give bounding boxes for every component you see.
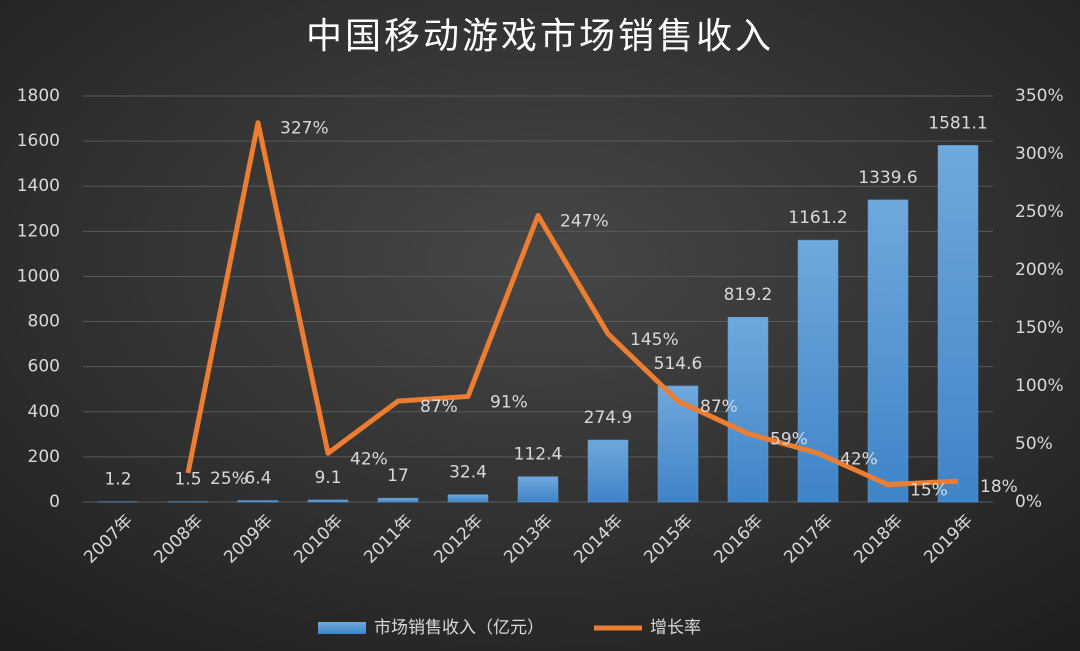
bar-value-label: 1161.2 bbox=[788, 208, 847, 228]
y-tick-label: 1000 bbox=[17, 266, 60, 286]
y-tick-label: 800 bbox=[28, 312, 60, 332]
line-value-label: 42% bbox=[350, 449, 388, 469]
bar bbox=[797, 239, 839, 503]
bar-value-label: 1.2 bbox=[104, 470, 131, 490]
bar bbox=[237, 500, 279, 503]
line-value-label: 91% bbox=[490, 392, 528, 412]
y2-tick-label: 50% bbox=[1015, 434, 1053, 454]
y2-tick-label: 300% bbox=[1015, 144, 1064, 164]
line-value-label: 42% bbox=[840, 449, 878, 469]
line-value-label: 327% bbox=[280, 119, 329, 139]
bar bbox=[517, 476, 559, 503]
bar bbox=[867, 199, 909, 503]
legend-swatch bbox=[318, 622, 366, 634]
bar bbox=[937, 145, 979, 503]
y2-tick-label: 150% bbox=[1015, 318, 1064, 338]
y2-tick-label: 100% bbox=[1015, 376, 1064, 396]
line-value-label: 59% bbox=[770, 430, 808, 450]
line-value-label: 25% bbox=[210, 469, 248, 489]
line-value-label: 87% bbox=[700, 397, 738, 417]
bar-value-label: 17 bbox=[387, 466, 409, 486]
y-tick-label: 200 bbox=[28, 447, 60, 467]
legend-label: 增长率 bbox=[650, 618, 701, 638]
y2-tick-label: 350% bbox=[1015, 86, 1064, 106]
y2-tick-label: 0% bbox=[1015, 492, 1042, 512]
bar bbox=[727, 316, 769, 503]
bar bbox=[377, 497, 419, 503]
y-tick-label: 600 bbox=[28, 357, 60, 377]
y2-tick-label: 200% bbox=[1015, 260, 1064, 280]
y-tick-label: 1200 bbox=[17, 221, 60, 241]
bar-value-label: 112.4 bbox=[514, 445, 563, 465]
y-tick-label: 0 bbox=[49, 492, 60, 512]
line-value-label: 145% bbox=[630, 330, 679, 350]
line bbox=[185, 120, 959, 488]
y-tick-label: 1600 bbox=[17, 131, 60, 151]
legend-label: 市场销售收入（亿元） bbox=[374, 618, 544, 638]
bar-value-label: 819.2 bbox=[724, 285, 773, 305]
line-value-label: 247% bbox=[560, 211, 609, 231]
y-tick-label: 1400 bbox=[17, 176, 60, 196]
line-value-label: 87% bbox=[420, 397, 458, 417]
bar-value-label: 9.1 bbox=[314, 468, 341, 488]
line-value-label: 15% bbox=[910, 481, 948, 501]
bar bbox=[307, 499, 349, 503]
bar-value-label: 1339.6 bbox=[858, 168, 917, 188]
line-value-label: 18% bbox=[980, 477, 1018, 497]
bar-value-label: 514.6 bbox=[654, 354, 703, 374]
bar-value-label: 1581.1 bbox=[928, 113, 987, 133]
y-tick-label: 400 bbox=[28, 402, 60, 422]
y-tick-label: 1800 bbox=[17, 86, 60, 106]
bar-value-label: 6.4 bbox=[244, 469, 271, 489]
bar bbox=[447, 494, 489, 503]
y2-tick-label: 250% bbox=[1015, 202, 1064, 222]
chart-title: 中国移动游戏市场销售收入 bbox=[306, 16, 774, 57]
bar bbox=[587, 439, 629, 503]
bar-value-label: 1.5 bbox=[174, 470, 201, 490]
bar-value-label: 274.9 bbox=[584, 408, 633, 428]
bar-value-label: 32.4 bbox=[449, 463, 487, 483]
